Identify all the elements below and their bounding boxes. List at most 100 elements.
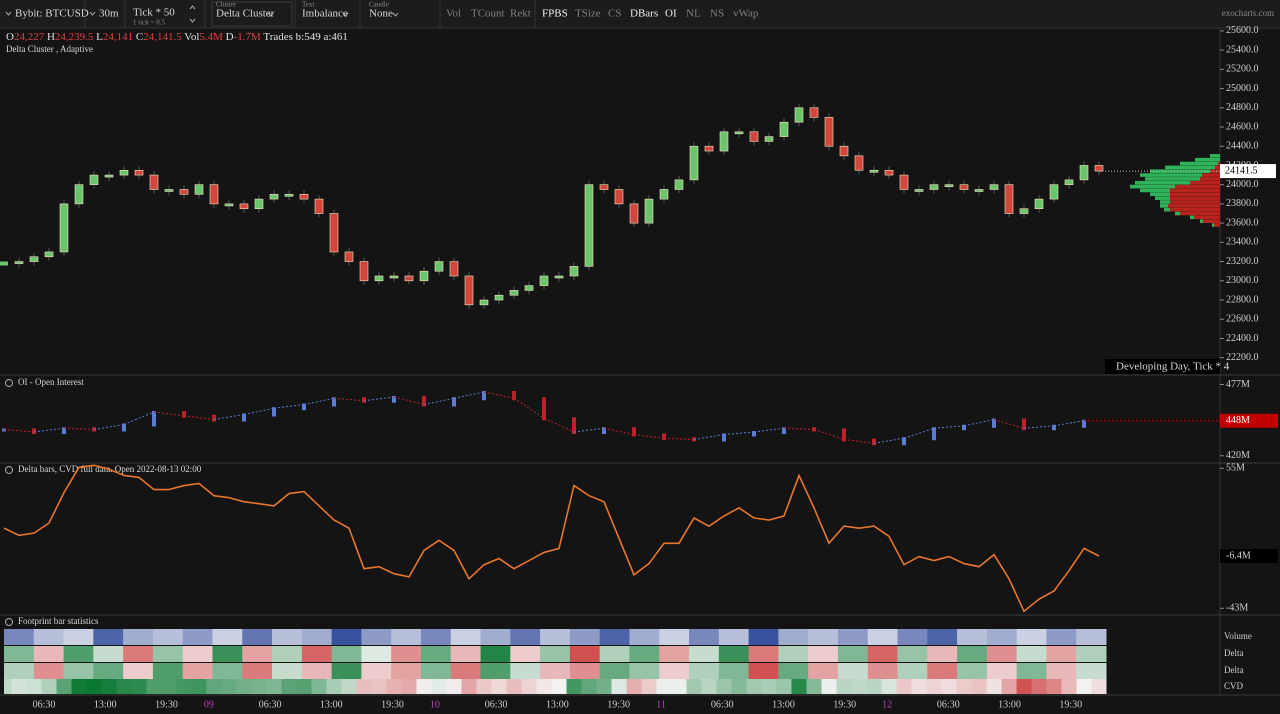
trades: Trades b:549 a:461: [263, 31, 348, 43]
toggle[interactable]: Vol: [446, 8, 461, 20]
volume-cell: [450, 629, 482, 645]
site[interactable]: exocharts.com: [1222, 8, 1274, 18]
delta-cell: [480, 663, 511, 679]
cvd-cell: [176, 679, 192, 694]
oi-bar: [962, 424, 966, 431]
x-day-label: 12: [882, 699, 892, 710]
delta-cell: [242, 663, 273, 679]
x-tick-label: 06:30: [711, 699, 734, 710]
candle: [1004, 184, 1014, 214]
candle: [719, 131, 729, 152]
oi-link: [603, 427, 635, 435]
toggle[interactable]: FPBS: [542, 8, 568, 20]
row-label: Delta: [1224, 665, 1244, 675]
ohlc-key: C: [136, 31, 143, 43]
oi-link: [303, 397, 335, 405]
profile-buy: [1160, 204, 1168, 208]
oi-link: [333, 397, 365, 402]
delta-cell: [242, 646, 273, 662]
cvd-cell: [686, 679, 702, 694]
cvd-cell: [431, 679, 447, 694]
oi-link: [573, 427, 605, 433]
subtitle: Delta Cluster , Adaptive: [6, 44, 93, 54]
cvd-cell: [851, 679, 867, 694]
profile-sell: [1170, 207, 1220, 212]
cvd-cell: [101, 679, 117, 694]
volume-cell: [331, 629, 362, 645]
profile-buy: [1145, 177, 1200, 181]
ohlc-value: 5.4M: [199, 31, 223, 43]
x-day-label: 10: [430, 699, 440, 710]
candle: [284, 193, 294, 197]
toggle[interactable]: NL: [686, 8, 701, 20]
tick-sub: 1 tick = 0.5: [133, 19, 165, 27]
toggle[interactable]: OI: [665, 8, 677, 20]
profile-buy: [1195, 157, 1220, 162]
volume-cell: [986, 629, 1018, 645]
oi-link: [633, 434, 665, 439]
cvd-cell: [896, 679, 912, 694]
delta-cell: [867, 646, 899, 662]
delta-cell: [629, 646, 660, 662]
delta-cell: [93, 663, 124, 679]
toggle[interactable]: TSize: [575, 8, 601, 20]
delta-cell: [152, 663, 184, 679]
y-tick-label: 25000.0: [1226, 83, 1259, 94]
volume-cell: [391, 629, 422, 645]
volume-cell: [540, 629, 571, 645]
timeframe[interactable]: 30m: [99, 8, 119, 20]
delta-cell: [778, 663, 809, 679]
ohlc-value: 24,239.5: [55, 31, 94, 43]
x-tick-label: 13:00: [94, 699, 117, 710]
delta-cell: [510, 663, 541, 679]
cluster[interactable]: Delta Cluster: [216, 8, 275, 20]
candle: [809, 107, 819, 118]
profile-sell: [1203, 219, 1220, 224]
oi-link: [483, 391, 515, 399]
cvd-cell: [1001, 679, 1017, 694]
volume-cell: [1076, 629, 1107, 645]
toggle[interactable]: CS: [608, 8, 621, 20]
y-tick-label: 22800.0: [1226, 294, 1259, 305]
cluster-box[interactable]: [211, 1, 293, 27]
volume-cell: [897, 629, 928, 645]
oi-bar: [392, 396, 396, 403]
cvd-line: [3, 464, 1100, 613]
toggle[interactable]: TCount: [471, 8, 505, 20]
delta-cell: [837, 663, 869, 679]
cvd-cell: [536, 679, 552, 694]
candle: [359, 261, 369, 282]
delta-cell: [33, 646, 65, 662]
profile-sell: [1180, 211, 1220, 216]
profile-buy: [1155, 196, 1170, 200]
footer: Developing Day, Tick * 4: [1116, 361, 1230, 373]
oi-bar: [272, 407, 276, 417]
cvd-cell: [866, 679, 882, 694]
toggle[interactable]: vWap: [733, 8, 759, 20]
cvd-cell: [836, 679, 852, 694]
delta-cell: [1046, 663, 1077, 679]
toggle[interactable]: DBars: [630, 8, 658, 20]
profile-sell: [1170, 188, 1220, 193]
y-tick-label: 55M: [1226, 463, 1245, 474]
row-label: CVD: [1224, 681, 1244, 691]
volume-cell: [272, 629, 303, 645]
toggle[interactable]: Rekt: [510, 8, 531, 20]
delta-cell: [301, 663, 333, 679]
symbol[interactable]: Bybit: BTCUSD: [15, 8, 89, 20]
toggle[interactable]: NS: [710, 8, 724, 20]
cvd-cell: [941, 679, 957, 694]
candle[interactable]: None: [369, 8, 393, 20]
profile-buy: [1135, 180, 1190, 185]
text-mode[interactable]: Imbalance: [302, 8, 348, 20]
tick[interactable]: Tick * 50: [133, 7, 175, 19]
candle: [899, 174, 909, 190]
profile-sell: [1170, 200, 1220, 204]
candle: [524, 285, 534, 291]
cvd-cell: [761, 679, 777, 694]
delta-cell: [629, 663, 660, 679]
oi-link: [123, 411, 155, 425]
oi-link: [423, 397, 455, 405]
cvd-cell: [1076, 679, 1092, 694]
delta-cell: [748, 646, 779, 662]
